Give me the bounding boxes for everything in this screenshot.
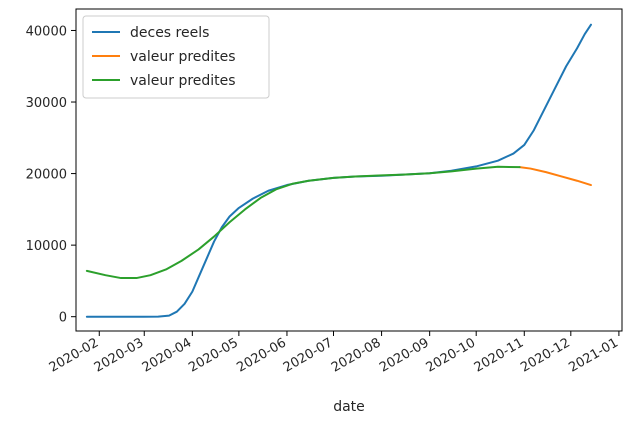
- y-tick-label: 0: [59, 311, 67, 326]
- x-tick-label: 2020-09: [377, 335, 432, 375]
- x-tick-label: 2020-03: [92, 335, 147, 375]
- y-tick-label: 20000: [26, 168, 67, 183]
- legend-label-3: valeur predites: [130, 73, 236, 89]
- legend: deces reels valeur predites valeur predite…: [82, 15, 270, 99]
- x-tick-label: 2020-06: [234, 335, 289, 375]
- y-tick-label: 40000: [26, 24, 67, 39]
- y-tick-label: 30000: [26, 96, 67, 111]
- x-tick-label: 2020-02: [47, 335, 102, 375]
- series-line-2: [518, 166, 592, 187]
- x-tick-label: 2021-01: [566, 335, 621, 375]
- legend-label-2: valeur predites: [130, 49, 236, 65]
- series-line-3: [85, 165, 521, 280]
- x-tick-label: 2020-04: [140, 335, 195, 375]
- legend-label-1: deces reels: [130, 25, 209, 41]
- series-layer: [85, 23, 592, 318]
- legend-box: [82, 15, 270, 99]
- x-tick-label: 2020-07: [281, 335, 336, 375]
- x-axis-label: date: [333, 399, 365, 415]
- plot-frame: [75, 8, 623, 332]
- x-tick-label: 2020-10: [424, 335, 479, 375]
- x-tick-label: 2020-08: [329, 335, 384, 375]
- x-tick-label: 2020-12: [518, 335, 573, 375]
- x-tick-label: 2020-05: [186, 335, 241, 375]
- x-tick-label: 2020-11: [472, 335, 527, 375]
- y-tick-label: 10000: [26, 239, 67, 254]
